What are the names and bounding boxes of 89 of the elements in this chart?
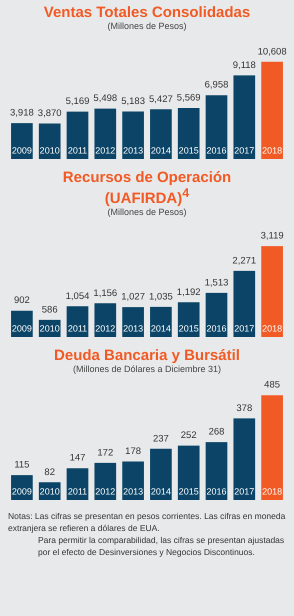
x-tick-label: 2012 bbox=[95, 146, 116, 156]
data-label: 115 bbox=[14, 460, 30, 471]
bar bbox=[150, 109, 172, 159]
text: Notas: Las cifras se presentan en pesos corrientes. Las cifras en moneda extranjera se refieren a dólares de EUA. bbox=[7, 510, 286, 534]
data-label: 5,183 bbox=[121, 96, 145, 107]
x-tick-label: 2011 bbox=[68, 324, 88, 334]
data-label: 6,958 bbox=[204, 80, 228, 91]
x-tick-label: 2017 bbox=[234, 324, 254, 334]
data-label: 2,271 bbox=[232, 255, 256, 266]
x-tick-label: 2009 bbox=[12, 486, 32, 496]
x-tick-label: 2018 bbox=[262, 324, 282, 334]
bar bbox=[94, 108, 116, 159]
x-tick-label: 2014 bbox=[150, 486, 171, 496]
data-label: 1,513 bbox=[204, 277, 228, 288]
bar bbox=[66, 468, 88, 500]
chart-title: Deuda Bancaria y Bursátil bbox=[53, 347, 241, 364]
x-tick-label: 2014 bbox=[150, 146, 171, 156]
chart-title: Ventas Totales Consolidadas bbox=[42, 4, 252, 21]
x-tick-label: 2018 bbox=[262, 486, 282, 496]
x-tick-label: 2012 bbox=[95, 486, 116, 496]
x-tick-label: 2017 bbox=[234, 486, 254, 496]
data-label: 1,054 bbox=[66, 290, 90, 302]
x-tick-label: 2015 bbox=[178, 324, 199, 334]
x-tick-label: 2013 bbox=[123, 486, 144, 496]
data-label: 172 bbox=[97, 447, 114, 458]
x-tick-label: 2011 bbox=[68, 486, 88, 496]
x-tick-label: 2015 bbox=[178, 146, 199, 156]
x-tick-label: 2010 bbox=[40, 146, 60, 156]
bar bbox=[178, 108, 200, 159]
bar bbox=[66, 306, 88, 337]
bar bbox=[66, 112, 88, 159]
x-tick-label: 2015 bbox=[178, 486, 199, 496]
data-label: 485 bbox=[264, 380, 280, 391]
x-tick-label: 2016 bbox=[206, 324, 227, 334]
x-tick-label: 2016 bbox=[206, 146, 227, 156]
bar bbox=[261, 246, 283, 337]
data-label: 3,918 bbox=[10, 108, 34, 119]
x-tick-label: 2017 bbox=[234, 146, 254, 156]
bar bbox=[233, 418, 256, 500]
data-label: 178 bbox=[125, 446, 142, 458]
data-label: 902 bbox=[14, 295, 30, 306]
chart-title: Recursos de Operación (UAFIRDA)$^{4}$ bbox=[62, 169, 232, 207]
x-tick-label: 2010 bbox=[40, 324, 60, 334]
x-tick-label: 2009 bbox=[12, 146, 32, 156]
bar bbox=[38, 124, 61, 159]
x-tick-label: 2011 bbox=[68, 146, 88, 156]
bar bbox=[233, 270, 256, 337]
data-label: 237 bbox=[152, 433, 169, 444]
data-label: 5,569 bbox=[176, 92, 201, 104]
x-tick-label: 2012 bbox=[95, 324, 116, 334]
data-label: 252 bbox=[180, 430, 197, 442]
data-label: 3,119 bbox=[260, 230, 284, 242]
bar bbox=[150, 448, 172, 500]
x-tick-label: 2009 bbox=[12, 324, 32, 334]
bar bbox=[206, 95, 228, 159]
data-label: 1,192 bbox=[176, 286, 201, 298]
x-tick-label: 2013 bbox=[123, 146, 144, 156]
data-label: 1,027 bbox=[121, 292, 145, 303]
bar bbox=[94, 462, 116, 500]
bar bbox=[206, 442, 228, 500]
data-label: 1,156 bbox=[93, 288, 118, 299]
x-tick-label: 2013 bbox=[123, 324, 144, 334]
data-label: 10,608 bbox=[258, 46, 287, 58]
data-label: 268 bbox=[208, 426, 224, 438]
x-tick-label: 2014 bbox=[150, 324, 171, 334]
chart-subtitle: (Millones de Dólares a Diciembre 31) bbox=[72, 364, 222, 374]
data-label: 5,169 bbox=[66, 96, 90, 108]
data-label: 1,035 bbox=[149, 291, 173, 302]
x-tick-label: 2010 bbox=[40, 486, 60, 496]
bar bbox=[178, 446, 200, 500]
data-label: 5,498 bbox=[93, 93, 118, 104]
data-label: 3,870 bbox=[38, 108, 62, 120]
text: Para permitir la comparabilidad, las cifras se presentan ajustadas por el efecto de Desinversiones y Negocios Discontinuos. bbox=[37, 534, 286, 558]
data-label: 147 bbox=[70, 452, 86, 464]
data-label: 378 bbox=[236, 402, 252, 414]
chart-subtitle: (Millones de Pesos) bbox=[106, 21, 188, 31]
data-label: 9,118 bbox=[232, 60, 256, 71]
data-label: 5,427 bbox=[149, 94, 173, 105]
bar bbox=[233, 75, 256, 159]
bar bbox=[206, 292, 228, 337]
data-label: 586 bbox=[42, 304, 58, 316]
bar bbox=[261, 62, 283, 159]
bar bbox=[122, 462, 144, 500]
chart-subtitle: (Millones de Pesos) bbox=[106, 207, 188, 217]
data-label: 82 bbox=[44, 466, 55, 478]
bar bbox=[261, 395, 283, 500]
x-tick-label: 2016 bbox=[206, 486, 227, 496]
bar bbox=[122, 111, 144, 159]
x-tick-label: 2018 bbox=[262, 146, 282, 156]
